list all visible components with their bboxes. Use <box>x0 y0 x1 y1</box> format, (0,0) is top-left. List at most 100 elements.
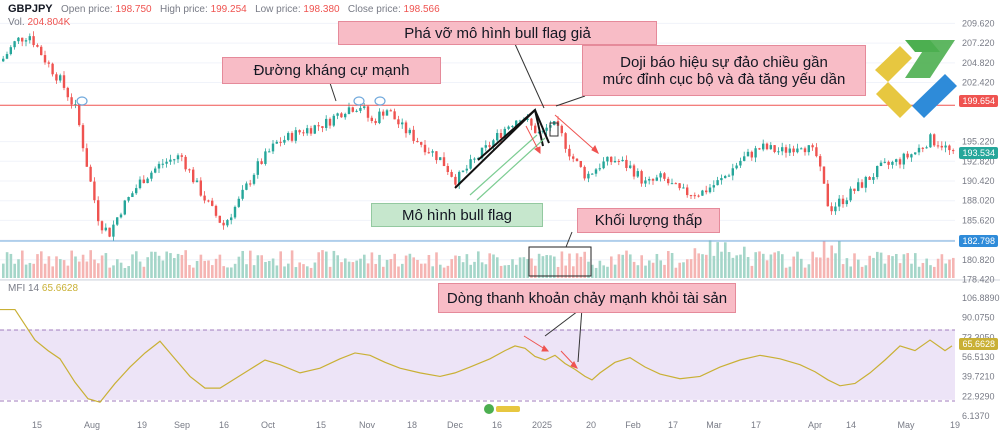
candle-body <box>43 55 47 63</box>
candle-body <box>636 171 639 177</box>
candle-body <box>351 107 354 112</box>
open-label: Open price: <box>60 4 113 15</box>
candle-body <box>328 118 332 126</box>
mfi-overbought-oversold-band <box>0 329 955 400</box>
candle-body <box>378 111 381 124</box>
volume-bar <box>541 256 545 278</box>
volume-bars <box>2 240 955 278</box>
candle-body <box>925 147 928 149</box>
candle-body <box>435 151 438 161</box>
candle-body <box>731 168 734 176</box>
volume-bar <box>131 254 134 278</box>
candle-body <box>450 171 453 177</box>
volume-bar <box>815 257 818 278</box>
high-label: High price: <box>159 4 208 15</box>
volume-bar <box>469 264 472 278</box>
volume-bar <box>32 263 35 278</box>
volume-bar <box>936 258 940 278</box>
volume-bar <box>860 266 864 278</box>
volume-bar <box>686 259 689 278</box>
x-tick-label: 16 <box>219 420 229 430</box>
price-tick-label: 207.220 <box>962 38 995 48</box>
candle-body <box>568 148 571 157</box>
candle-body <box>97 200 100 222</box>
volume-bar <box>800 258 803 278</box>
candle-body <box>545 127 548 131</box>
x-tick-label: May <box>897 420 915 430</box>
candle-body <box>739 160 742 166</box>
x-tick-label: 18 <box>407 420 417 430</box>
candle-body <box>610 156 613 163</box>
candle-body <box>526 118 529 120</box>
volume-bar <box>275 265 279 278</box>
candle-body <box>51 63 54 75</box>
candle-body <box>515 120 518 126</box>
candle-body <box>420 142 423 145</box>
candle-body <box>758 148 761 150</box>
volume-bar <box>807 264 811 278</box>
candle-body <box>66 87 69 98</box>
volume-bar <box>674 267 678 278</box>
volume-bar <box>492 254 495 278</box>
candle-body <box>773 145 776 153</box>
volume-bar <box>287 263 290 278</box>
volume-bar <box>374 263 377 278</box>
mfi-tick-label: 39.7210 <box>962 372 995 382</box>
candle-body <box>917 147 921 153</box>
mfi-tick-label: 6.1370 <box>962 411 990 421</box>
volume-bar <box>503 265 507 278</box>
candle-body <box>914 152 917 155</box>
volume-bar <box>868 255 871 278</box>
candle-body <box>933 134 936 146</box>
candle-body <box>651 179 655 181</box>
volume-bar <box>940 254 944 278</box>
candle-body <box>119 214 123 218</box>
volume-bar <box>663 264 666 278</box>
candle-body <box>591 173 594 175</box>
volume-bar <box>781 254 784 278</box>
mfi-axis-ticks: 106.8890 90.0750 73.3050 56.5130 39.7210 22.9… <box>962 293 1000 421</box>
volume-bar <box>431 266 434 278</box>
x-tick-label: 19 <box>950 420 960 430</box>
volume-bar <box>427 254 431 278</box>
x-tick-label: 20 <box>586 420 596 430</box>
volume-bar <box>477 251 480 278</box>
annotation-bull-flag-text: Mô hình bull flag <box>401 206 513 224</box>
volume-bar <box>123 267 127 278</box>
candle-body <box>594 169 598 174</box>
candle-body <box>488 145 491 147</box>
volume-bar <box>439 264 442 278</box>
candle-body <box>686 187 689 196</box>
volume-bar <box>648 260 651 278</box>
candle-body <box>667 178 670 184</box>
volume-bar <box>849 266 852 278</box>
volume-bar <box>906 253 909 278</box>
candle-body <box>640 171 643 184</box>
volume-bar <box>731 257 735 278</box>
candle-body <box>370 117 373 121</box>
volume-bar <box>727 252 731 278</box>
candle-body <box>283 139 286 143</box>
candle-body <box>78 104 81 126</box>
volume-bar <box>173 258 176 278</box>
volume-bar <box>268 260 271 278</box>
volume-bar <box>21 250 24 278</box>
candle-body <box>473 158 476 160</box>
volume-bar <box>5 252 9 278</box>
candle-body <box>629 165 632 168</box>
volume-bar <box>891 256 894 278</box>
volume-bar <box>412 257 415 278</box>
volume-bar <box>340 262 343 278</box>
x-tick-label: Sep <box>174 420 190 430</box>
volume-bar <box>245 264 248 278</box>
volume-bar <box>625 250 628 278</box>
volume-bar <box>17 259 20 278</box>
candle-body <box>826 183 829 207</box>
x-tick-label: Feb <box>625 420 641 430</box>
volume-bar <box>51 266 54 278</box>
candle-body <box>81 125 85 149</box>
mfi-tick-label: 22.9290 <box>962 391 995 401</box>
volume-bar <box>952 257 955 278</box>
candle-body <box>249 183 252 185</box>
volume-bar <box>701 254 704 278</box>
